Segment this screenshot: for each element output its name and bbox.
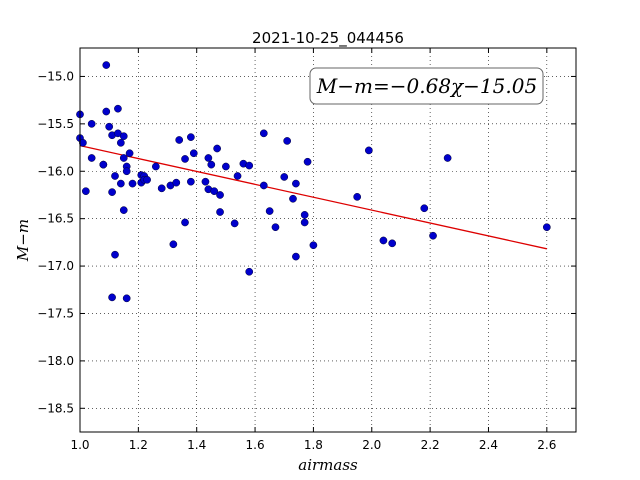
data-point <box>105 122 114 131</box>
x-axis-label: airmass <box>298 456 358 474</box>
data-point <box>143 175 151 184</box>
data-point <box>119 154 128 162</box>
x-tick-label: 2.6 <box>537 438 556 452</box>
data-point <box>79 138 87 147</box>
x-tick-label: 1.6 <box>246 438 265 452</box>
data-point <box>102 107 111 116</box>
data-point <box>102 61 111 69</box>
data-point <box>152 162 160 171</box>
y-tick-label: −17.0 <box>37 259 74 273</box>
y-tick-label: −18.5 <box>37 401 74 415</box>
data-point <box>303 157 312 166</box>
data-point <box>245 161 254 170</box>
data-point <box>119 132 128 141</box>
data-point <box>420 204 429 213</box>
data-point <box>189 149 198 158</box>
data-point <box>181 218 189 227</box>
data-point <box>292 252 300 261</box>
data-point <box>259 181 268 190</box>
x-tick-label: 1.8 <box>304 438 323 452</box>
data-point <box>111 250 119 259</box>
data-point <box>157 184 166 193</box>
data-point <box>379 236 388 245</box>
data-point <box>271 223 280 232</box>
data-point <box>259 129 268 138</box>
data-point <box>222 162 230 171</box>
data-point <box>292 179 300 188</box>
data-point <box>108 188 116 196</box>
data-point <box>210 187 219 196</box>
fit-line <box>79 145 547 250</box>
data-point <box>300 218 309 227</box>
data-point <box>116 138 125 147</box>
y-tick-label: −18.0 <box>37 354 74 368</box>
y-tick-label: −15.0 <box>37 69 74 83</box>
data-point <box>187 177 195 186</box>
data-point <box>283 137 292 145</box>
x-tick-labels: 1.0 1.2 1.4 1.6 1.8 2.0 2.2 2.4 2.6 <box>70 438 556 452</box>
data-point <box>429 231 437 240</box>
equation-box: M−m=−0.68χ−15.05 <box>309 67 544 105</box>
data-point <box>181 155 189 163</box>
data-point <box>216 191 224 199</box>
data-point <box>233 172 242 180</box>
data-point <box>542 223 551 232</box>
data-point <box>169 240 178 249</box>
chart-title: 2021-10-25_044456 <box>252 29 404 48</box>
data-point <box>99 160 108 169</box>
data-point <box>216 208 224 216</box>
data-point <box>122 167 131 176</box>
x-tick-label: 1.4 <box>187 438 206 452</box>
data-point <box>116 179 125 188</box>
data-point <box>388 239 397 248</box>
data-point <box>280 173 289 181</box>
data-point <box>125 149 134 158</box>
data-point <box>213 144 221 153</box>
fit-equation: M−m=−0.68χ−15.05 <box>316 74 537 98</box>
data-point <box>245 267 254 276</box>
y-tick-label: −16.0 <box>37 164 74 178</box>
data-point <box>187 133 195 141</box>
data-point <box>300 211 309 219</box>
data-point <box>87 154 96 162</box>
data-point <box>309 241 318 250</box>
y-tick-label: −15.5 <box>37 117 74 131</box>
data-point <box>114 104 122 113</box>
fit-line-group <box>79 145 547 250</box>
data-point <box>289 194 297 203</box>
x-tick-label: 2.4 <box>479 438 498 452</box>
data-point <box>230 219 239 228</box>
data-point <box>207 160 216 169</box>
data-point <box>204 154 213 162</box>
data-point <box>265 207 274 215</box>
data-point <box>122 294 131 303</box>
data-point <box>128 179 137 188</box>
data-point <box>201 177 210 186</box>
data-point <box>443 154 452 162</box>
data-points <box>76 61 551 303</box>
x-tick-label: 1.2 <box>129 438 148 452</box>
data-point <box>119 206 128 214</box>
data-point <box>364 146 373 155</box>
y-tick-label: −17.5 <box>37 306 74 320</box>
data-point <box>111 172 119 180</box>
data-point <box>81 187 90 196</box>
grid <box>79 48 576 432</box>
y-tick-label: −16.5 <box>37 212 74 226</box>
data-point <box>87 120 96 128</box>
plot-frame <box>79 47 577 433</box>
data-point <box>108 293 116 302</box>
data-point <box>353 193 362 201</box>
equation-box-frame <box>309 67 544 105</box>
x-tick-label: 2.0 <box>362 438 381 452</box>
data-point <box>175 136 184 144</box>
x-tick-label: 1.0 <box>70 438 89 452</box>
y-axis-label: M−m <box>14 219 32 262</box>
y-tick-labels: −15.0 −15.5 −16.0 −16.5 −17.0 −17.5 −18.0 −18.5 <box>37 69 74 415</box>
x-tick-label: 2.2 <box>421 438 440 452</box>
data-point <box>172 178 181 187</box>
axis-ticks <box>79 48 576 432</box>
